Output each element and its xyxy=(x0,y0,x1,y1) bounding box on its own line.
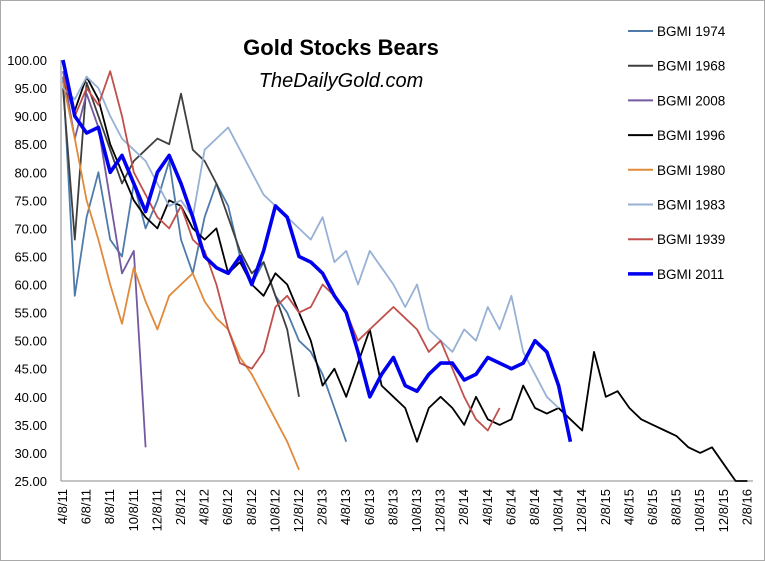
x-tick-label: 2/8/13 xyxy=(315,489,330,525)
y-tick-label: 45.00 xyxy=(14,362,47,377)
x-tick-label: 10/8/11 xyxy=(126,489,141,531)
x-tick-label: 8/8/14 xyxy=(527,489,542,525)
x-tick-label: 12/8/11 xyxy=(149,489,164,531)
x-tick-label: 4/8/12 xyxy=(197,489,212,525)
x-tick-label: 8/8/13 xyxy=(385,489,400,525)
legend-label: BGMI 1980 xyxy=(657,163,725,178)
legend-label: BGMI 1996 xyxy=(657,128,725,143)
legend-label: BGMI 2008 xyxy=(657,93,725,108)
series-line-bgmi-1996 xyxy=(62,75,748,482)
series-line-bgmi-2008 xyxy=(62,71,147,448)
x-tick-label: 12/8/13 xyxy=(433,489,448,532)
x-tick-label: 4/8/14 xyxy=(480,489,495,525)
y-tick-label: 60.00 xyxy=(14,278,47,293)
x-tick-label: 4/8/13 xyxy=(338,489,353,525)
x-tick-label: 12/8/12 xyxy=(291,489,306,532)
y-tick-label: 70.00 xyxy=(14,221,47,236)
legend-label: BGMI 1974 xyxy=(657,24,726,39)
x-tick-label: 8/8/12 xyxy=(244,489,259,525)
y-tick-label: 65.00 xyxy=(14,249,47,264)
x-tick-label: 8/8/11 xyxy=(102,489,117,524)
chart-subtitle: TheDailyGold.com xyxy=(259,70,424,92)
x-tick-label: 10/8/12 xyxy=(267,489,282,532)
y-tick-label: 25.00 xyxy=(14,474,47,489)
x-tick-label: 12/8/15 xyxy=(716,489,731,532)
x-tick-label: 12/8/14 xyxy=(574,489,589,532)
legend-label: BGMI 2011 xyxy=(657,267,724,282)
x-tick-label: 10/8/15 xyxy=(692,489,707,532)
x-tick-label: 2/8/16 xyxy=(739,489,754,525)
y-tick-label: 85.00 xyxy=(14,137,47,152)
legend-label: BGMI 1983 xyxy=(657,198,725,213)
x-tick-label: 2/8/14 xyxy=(456,489,471,525)
series-line-bgmi-1974 xyxy=(62,76,348,442)
legend-label: BGMI 1939 xyxy=(657,232,725,247)
y-tick-label: 75.00 xyxy=(14,193,47,208)
legend: BGMI 1974 BGMI 1968 BGMI 2008 BGMI 1996 BGMI… xyxy=(628,24,726,282)
x-tick-label: 6/8/11 xyxy=(79,489,94,524)
legend-label: BGMI 1968 xyxy=(657,59,725,74)
series-line-bgmi-1983 xyxy=(62,75,560,409)
x-tick-label: 6/8/13 xyxy=(362,489,377,525)
y-tick-label: 90.00 xyxy=(14,109,47,124)
x-tick-label: 6/8/14 xyxy=(503,489,518,525)
series-group xyxy=(61,59,748,482)
y-tick-label: 100.00 xyxy=(7,53,47,68)
x-tick-label: 2/8/12 xyxy=(173,489,188,525)
axes: 100.00 95.00 90.00 85.00 80.00 75.00 70.00 65.0… xyxy=(7,53,754,532)
x-tick-label: 10/8/13 xyxy=(409,489,424,532)
series-line-bgmi-2011 xyxy=(61,59,573,443)
chart-title: Gold Stocks Bears xyxy=(243,35,439,60)
y-tick-label: 50.00 xyxy=(14,334,47,349)
y-tick-label: 30.00 xyxy=(14,446,47,461)
x-tick-label: 6/8/12 xyxy=(220,489,235,525)
x-tick-label: 8/8/15 xyxy=(669,489,684,525)
x-tick-label: 10/8/14 xyxy=(551,489,566,532)
series-line-bgmi-1939 xyxy=(62,70,501,432)
y-tick-label: 55.00 xyxy=(14,306,47,321)
y-tick-label: 35.00 xyxy=(14,418,47,433)
y-tick-label: 40.00 xyxy=(14,390,47,405)
y-tick-label: 95.00 xyxy=(14,81,47,96)
y-tick-label: 80.00 xyxy=(14,165,47,180)
x-tick-label: 4/8/15 xyxy=(621,489,636,525)
x-tick-label: 4/8/11 xyxy=(55,489,70,524)
x-tick-label: 6/8/15 xyxy=(645,489,660,525)
series-line-bgmi-1980 xyxy=(62,82,300,471)
x-tick-label: 2/8/15 xyxy=(598,489,613,525)
